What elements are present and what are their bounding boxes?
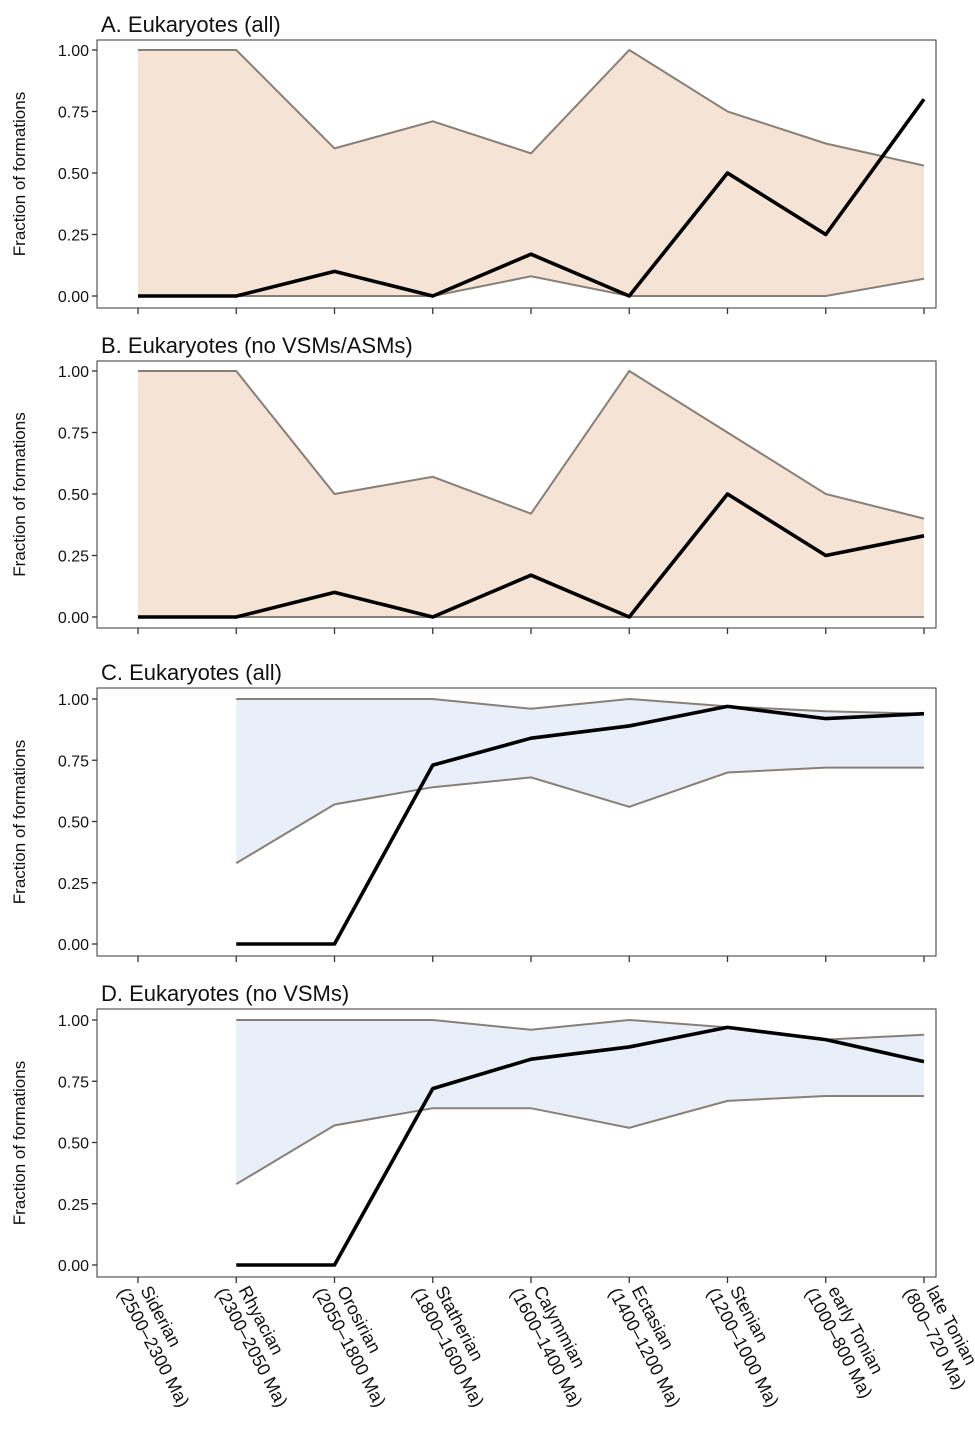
y-tick-label: 1.00 [58,43,89,60]
y-tick-label: 0.25 [58,1197,89,1214]
y-tick-label: 0.50 [58,1136,89,1153]
y-tick-label: 0.50 [58,166,89,183]
y-tick-label: 0.00 [58,289,89,306]
estimate-line [138,98,926,298]
estimate-line [236,704,925,946]
upper-bound-line [236,697,925,715]
y-axis-label: Fraction of formations [10,1061,29,1225]
lower-bound-line [235,766,924,865]
y-axis-label: Fraction of formations [10,92,29,256]
x-category-label: Rhyacian(2300–2050 Ma) [212,1275,310,1411]
x-category-label: Stenian(1200–1000 Ma) [703,1275,801,1411]
y-tick-label: 0.75 [58,105,89,122]
panel-title: B. Eukaryotes (no VSMs/ASMs) [101,333,413,358]
y-axis-label: Fraction of formations [10,740,29,904]
y-tick-label: 0.50 [58,487,89,504]
x-category-label: early Tonian(1000–800 Ma) [801,1275,895,1402]
panel-title: C. Eukaryotes (all) [101,660,282,685]
x-category-label: Calymmian(1600–1400 Ma) [507,1275,605,1411]
y-tick-label: 0.00 [58,1258,89,1275]
panel-c: 0.00 0.25 0.50 0.75 1.00 C. Eukaryotes (all) F… [10,660,937,962]
y-tick-label: 1.00 [58,364,89,381]
y-tick-label: 0.50 [58,815,89,832]
upper-bound-line [138,369,925,520]
estimate-line [138,492,925,619]
plot-frame [96,39,937,309]
uncertainty-band [138,371,924,617]
panel-title: A. Eukaryotes (all) [101,12,281,37]
y-tick-label: 0.75 [58,1074,89,1091]
panel-d: 0.00 0.25 0.50 0.75 1.00 D. Eukaryotes (no VS… [10,981,937,1283]
y-tick-label: 0.25 [58,228,89,245]
x-category-label: Orosirian(2050–1800 Ma) [310,1275,408,1411]
y-tick-label: 1.00 [58,692,89,709]
y-tick-label: 0.00 [58,610,89,627]
y-tick-label: 0.00 [58,937,89,954]
lower-bound-line [235,1094,924,1186]
y-tick-label: 0.25 [58,876,89,893]
panel-a: 0.00 0.25 0.50 0.75 1.00 A. Eukaryotes (all) F… [10,12,937,314]
y-tick-label: 0.75 [58,426,89,443]
uncertainty-band [236,699,924,864]
y-tick-label: 1.00 [58,1013,89,1030]
x-category-label: late Tonian(800–720 Ma) [900,1275,975,1393]
x-category-label: Siderian(2500–2300 Ma) [114,1275,212,1411]
panel-title: D. Eukaryotes (no VSMs) [101,981,349,1006]
panel-b: 0.00 0.25 0.50 0.75 1.00 B. Eukaryotes (no VS… [10,333,937,634]
uncertainty-band [138,50,924,296]
x-category-label: Ectasian(1400–1200 Ma) [605,1275,703,1411]
upper-bound-line [138,48,925,167]
y-tick-label: 0.25 [58,549,89,566]
x-category-label: Statherian(1800–1600 Ma) [408,1275,506,1411]
y-axis-label: Fraction of formations [10,412,29,576]
lower-bound-line [138,275,925,297]
uncertainty-band [236,1020,924,1185]
x-category-labels: Siderian(2500–2300 Ma) Rhyacian(2300–2050… [114,1275,975,1411]
estimate-line [236,1025,925,1267]
y-tick-label: 0.75 [58,753,89,770]
